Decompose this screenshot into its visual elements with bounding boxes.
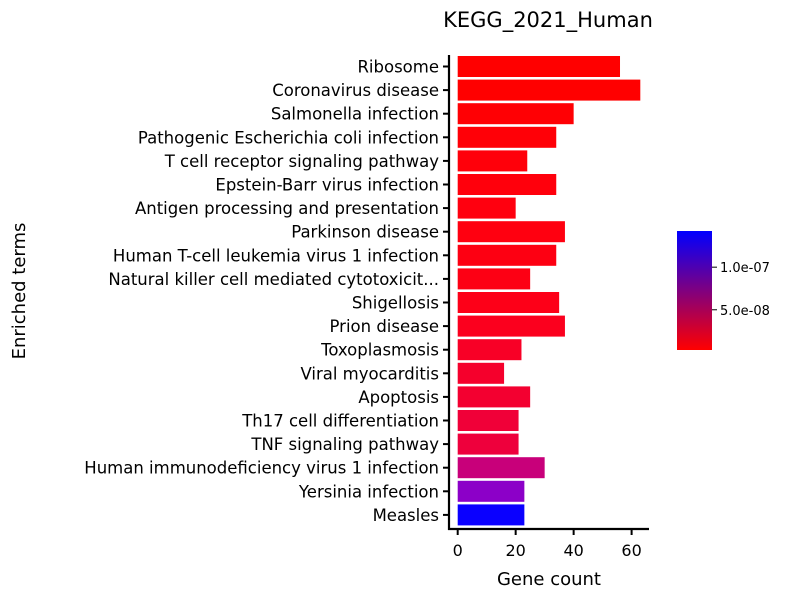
y-tick-label: Pathogenic Escherichia coli infection <box>138 128 439 147</box>
y-tick-label: Parkinson disease <box>291 223 439 242</box>
colorbar-ticks: 1.0e-07 5.0e-08 <box>712 261 770 319</box>
y-tick-label: Human immunodeficiency virus 1 infection <box>84 459 439 478</box>
y-tick-label: TNF signaling pathway <box>250 435 439 454</box>
y-tick-label: Epstein-Barr virus infection <box>215 176 439 195</box>
y-tick-label: Salmonella infection <box>271 105 439 124</box>
x-tick-label: 60 <box>621 541 641 560</box>
y-tick-label: T cell receptor signaling pathway <box>164 152 440 171</box>
x-tick-label: 0 <box>453 541 463 560</box>
bar <box>457 56 621 77</box>
y-tick-label: Yersinia infection <box>298 482 439 501</box>
bar <box>457 79 641 101</box>
x-axis-label: Gene count <box>497 569 601 590</box>
bar <box>457 386 531 408</box>
x-tick-label: 40 <box>563 541 583 560</box>
bar <box>457 292 560 313</box>
y-tick-label: Th17 cell differentiation <box>241 412 439 431</box>
bar <box>457 315 565 337</box>
y-tick-label: Toxoplasmosis <box>320 341 439 360</box>
y-tick-label: Viral myocarditis <box>300 364 439 383</box>
bar <box>457 480 525 502</box>
bar <box>457 410 519 431</box>
y-tick-label: Prion disease <box>330 317 440 336</box>
bar <box>457 268 531 290</box>
bar <box>457 174 557 195</box>
x-tick-labels: 0 20 40 60 <box>453 529 642 560</box>
colorbar-tick-label: 1.0e-07 <box>720 261 770 276</box>
bar <box>457 339 522 361</box>
bar <box>457 362 505 384</box>
bar <box>457 103 574 125</box>
bar <box>457 433 519 455</box>
y-tick-label: Human T-cell leukemia virus 1 infection <box>113 246 439 265</box>
bar <box>457 126 557 148</box>
y-tick-labels: Ribosome Coronavirus disease Salmonella in… <box>84 58 449 525</box>
bar <box>457 457 545 479</box>
y-tick-label: Measles <box>373 506 439 525</box>
y-tick-label: Coronavirus disease <box>272 81 439 100</box>
y-tick-label: Natural killer cell mediated cytotoxicit… <box>108 270 439 289</box>
x-tick-label: 20 <box>505 541 525 560</box>
y-tick-label: Antigen processing and presentation <box>135 199 439 218</box>
bar <box>457 244 557 266</box>
bar <box>457 197 516 219</box>
chart-title: KEGG_2021_Human <box>443 8 653 33</box>
bar <box>457 150 528 172</box>
y-tick-label: Apoptosis <box>358 388 439 407</box>
colorbar: 1.0e-07 5.0e-08 <box>677 231 770 350</box>
y-tick-label: Shigellosis <box>352 294 439 313</box>
y-tick-label: Ribosome <box>357 58 439 77</box>
bars-group <box>457 56 641 526</box>
bar <box>457 221 565 243</box>
y-axis-label: Enriched terms <box>9 223 30 360</box>
colorbar-gradient <box>677 231 712 350</box>
colorbar-tick-label: 5.0e-08 <box>720 304 770 319</box>
bar <box>457 504 525 526</box>
